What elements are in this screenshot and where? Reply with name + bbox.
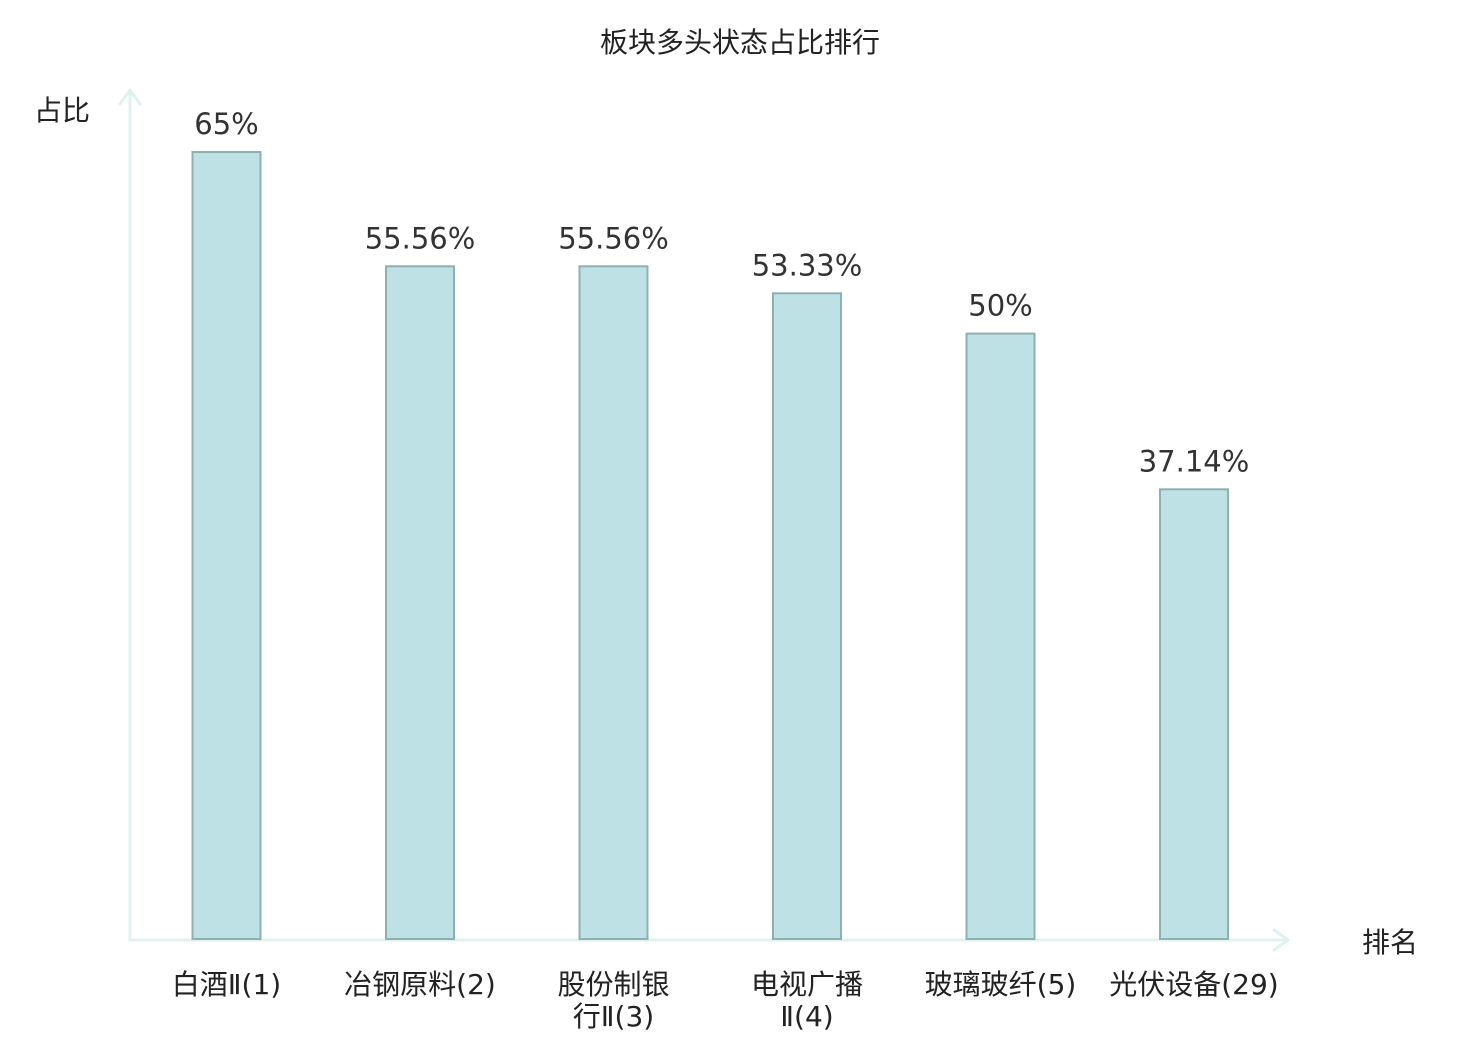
category-labels-group: 白酒Ⅱ(1) 冶钢原料(2) 股份制银行Ⅱ(3) 电视广播 Ⅱ(4) 玻璃玻纤(5) 光伏设…: [172, 968, 1279, 1033]
category-label-line: Ⅱ(4): [780, 1000, 833, 1033]
bar-value-label: 65%: [194, 107, 258, 141]
bar: [578, 265, 649, 940]
category-label: 电视广播 Ⅱ(4): [751, 968, 863, 1033]
category-label: 光伏设备(29): [1109, 968, 1278, 1001]
category-label-line: 股份制银: [557, 968, 669, 1001]
bar-value-label: 37.14%: [1139, 444, 1250, 478]
category-label: 股份制银行Ⅱ(3): [557, 968, 669, 1033]
category-label-line: 玻璃玻纤(5): [925, 968, 1077, 1001]
category-label-line: 行Ⅱ(3): [573, 1000, 654, 1033]
bar: [1159, 488, 1229, 940]
bar: [191, 151, 262, 940]
category-label: 白酒Ⅱ(1): [172, 968, 281, 1001]
chart-title: 板块多头状态占比排行: [600, 26, 880, 59]
category-label: 玻璃玻纤(5): [925, 968, 1077, 1001]
category-label-line: 电视广播: [751, 968, 863, 1001]
bar-value-label: 55.56%: [558, 221, 669, 255]
x-axis-arrow: [1272, 928, 1290, 952]
bar-value-label: 55.56%: [365, 221, 476, 255]
y-axis-arrow: [118, 88, 142, 106]
bars-group: [191, 151, 1229, 941]
bar: [772, 292, 842, 940]
bar: [965, 332, 1036, 941]
y-axis-label: 占比: [34, 94, 90, 127]
category-label-line: 冶钢原料(2): [344, 968, 496, 1001]
bar-value-label: 50%: [968, 289, 1032, 323]
bar-value-label: 53.33%: [752, 248, 863, 282]
category-label-line: 光伏设备(29): [1109, 968, 1278, 1001]
axes: [118, 88, 1290, 952]
value-labels-group: 65% 55.56% 55.56% 53.33% 50% 37.14%: [194, 107, 1249, 478]
bar: [385, 265, 455, 940]
category-label-line: 白酒Ⅱ(1): [172, 968, 281, 1001]
x-axis-label: 排名: [1362, 926, 1418, 959]
category-label: 冶钢原料(2): [344, 968, 496, 1001]
